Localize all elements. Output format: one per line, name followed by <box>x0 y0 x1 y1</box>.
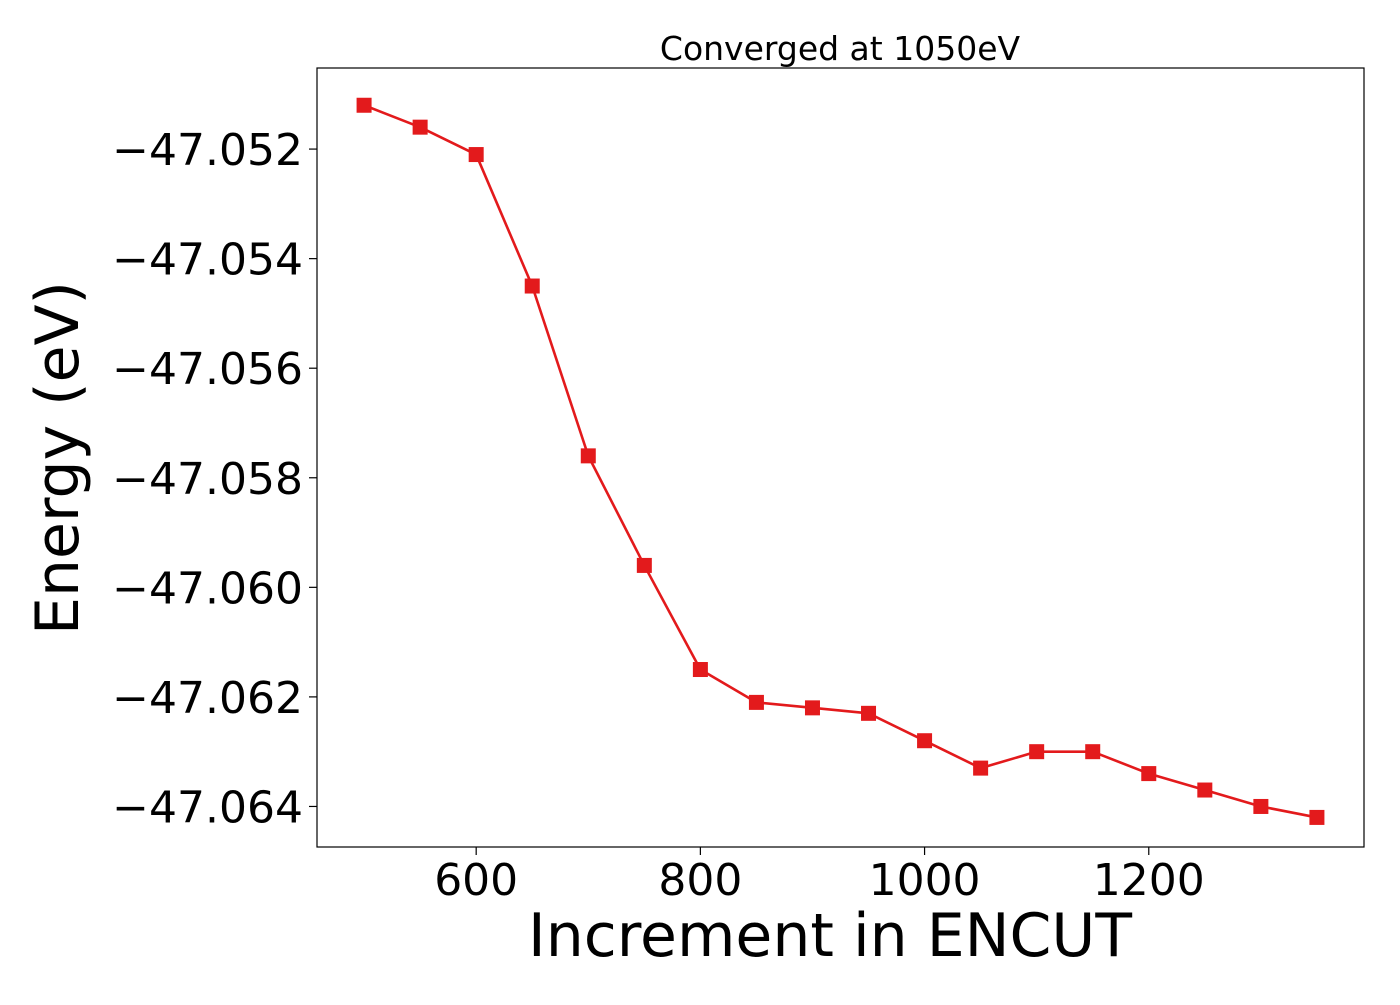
data-point <box>1141 766 1157 782</box>
data-point <box>1029 744 1045 760</box>
y-axis: −47.052 −47.054 −47.056 −47.058 −47.060 −47.0… <box>112 125 317 833</box>
series-line <box>363 104 1318 819</box>
y-tick-label: −47.062 <box>112 673 303 724</box>
plot-area <box>316 67 1365 848</box>
data-point <box>1197 782 1213 798</box>
chart-title: Converged at 1050eV <box>660 29 1021 68</box>
y-tick-label: −47.056 <box>112 344 303 395</box>
data-point <box>412 119 428 135</box>
x-axis: 600 800 1000 1200 <box>434 847 1205 906</box>
data-point <box>692 662 708 678</box>
data-point <box>748 694 764 710</box>
y-tick-label: −47.054 <box>112 235 303 286</box>
y-tick-label: −47.058 <box>112 454 303 505</box>
data-point <box>917 733 933 749</box>
plot-frame <box>316 67 1365 848</box>
data-point <box>636 557 652 573</box>
data-point <box>1253 798 1269 814</box>
data-point <box>973 760 989 776</box>
data-point <box>524 278 540 294</box>
x-tick-label: 1000 <box>869 855 981 906</box>
data-point <box>580 448 596 464</box>
x-axis-label: Increment in ENCUT <box>528 901 1132 971</box>
y-tick-label: −47.052 <box>112 125 303 176</box>
y-axis-label: Energy (eV) <box>23 281 93 635</box>
x-tick-label: 1200 <box>1093 855 1205 906</box>
data-point <box>1085 744 1101 760</box>
y-tick-label: −47.060 <box>112 563 303 614</box>
x-tick-label: 800 <box>658 855 742 906</box>
data-point <box>356 97 372 113</box>
y-tick-label: −47.064 <box>112 782 303 833</box>
data-point <box>804 700 820 716</box>
series-layer <box>356 97 1325 825</box>
x-tick-label: 600 <box>434 855 518 906</box>
data-point <box>1309 809 1325 825</box>
data-point <box>468 147 484 163</box>
data-point <box>861 705 877 721</box>
